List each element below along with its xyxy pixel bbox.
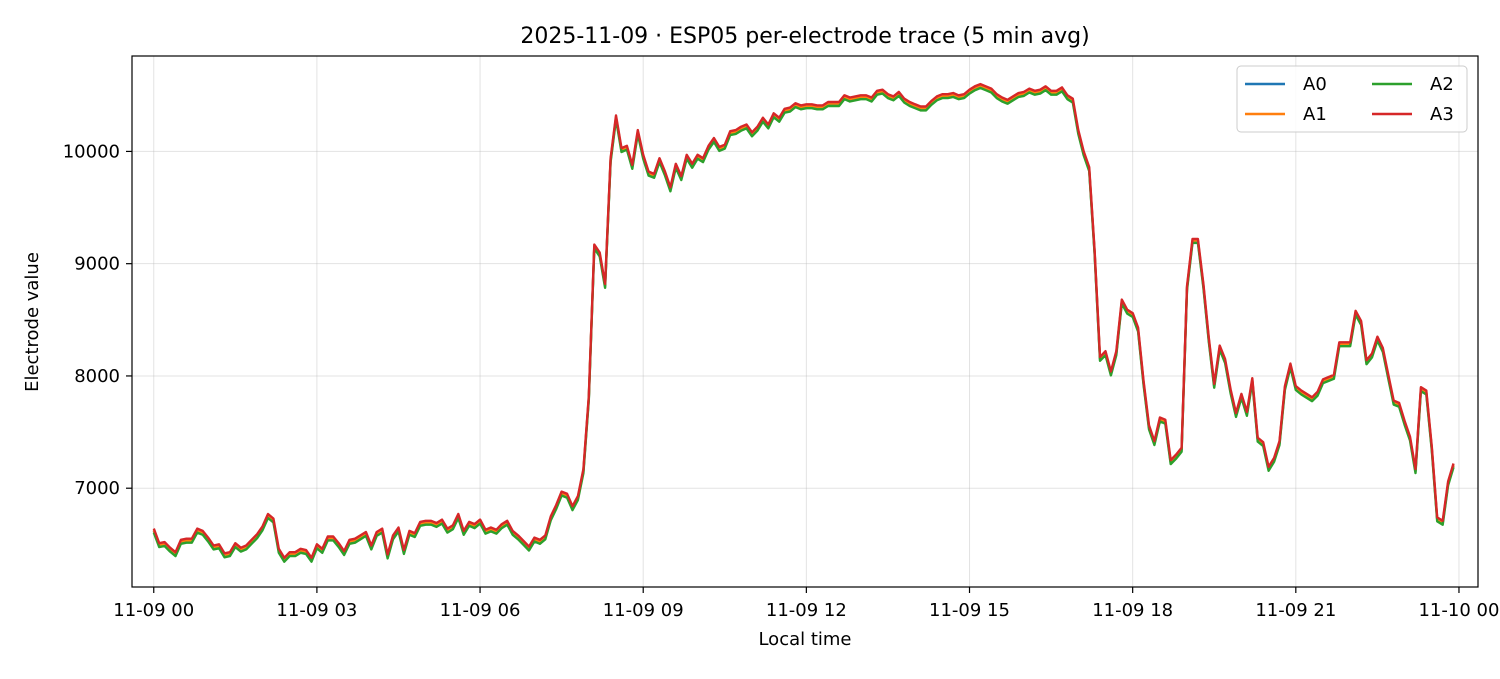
axis-ticks: 11-09 00 11-09 03 11-09 06 11-09 09 11-09 12…: [63, 141, 1500, 621]
chart-title: 2025-11-09 · ESP05 per-electrode trace (…: [520, 24, 1089, 49]
x-tick-label: 11-09 12: [766, 600, 847, 621]
legend: A0 A1 A2 A3: [1236, 65, 1468, 133]
x-tick-label: 11-09 15: [929, 600, 1010, 621]
x-tick-label: 11-09 00: [113, 600, 194, 621]
legend-label-a1: A1: [1303, 104, 1327, 125]
x-tick-label: 11-10 00: [1418, 600, 1499, 621]
x-axis-label: Local time: [758, 629, 851, 650]
x-tick-label: 11-09 06: [440, 600, 521, 621]
axes-frame: [131, 55, 1479, 588]
series-line-a3: [152, 82, 1455, 559]
y-tick-label: 9000: [74, 254, 120, 275]
grid: [132, 56, 1478, 587]
x-tick-label: 11-09 09: [603, 600, 684, 621]
legend-box: [1236, 65, 1468, 133]
legend-label-a0: A0: [1303, 74, 1327, 95]
legend-label-a3: A3: [1430, 104, 1454, 125]
x-tick-label: 11-09 03: [276, 600, 357, 621]
y-tick-label: 7000: [74, 478, 120, 499]
x-tick-label: 11-09 18: [1092, 600, 1173, 621]
y-tick-label: 8000: [74, 366, 120, 387]
y-axis-label: Electrode value: [22, 252, 43, 392]
series-lines: [152, 82, 1455, 563]
legend-label-a2: A2: [1430, 74, 1454, 95]
x-tick-label: 11-09 21: [1255, 600, 1336, 621]
y-tick-label: 10000: [63, 141, 120, 162]
